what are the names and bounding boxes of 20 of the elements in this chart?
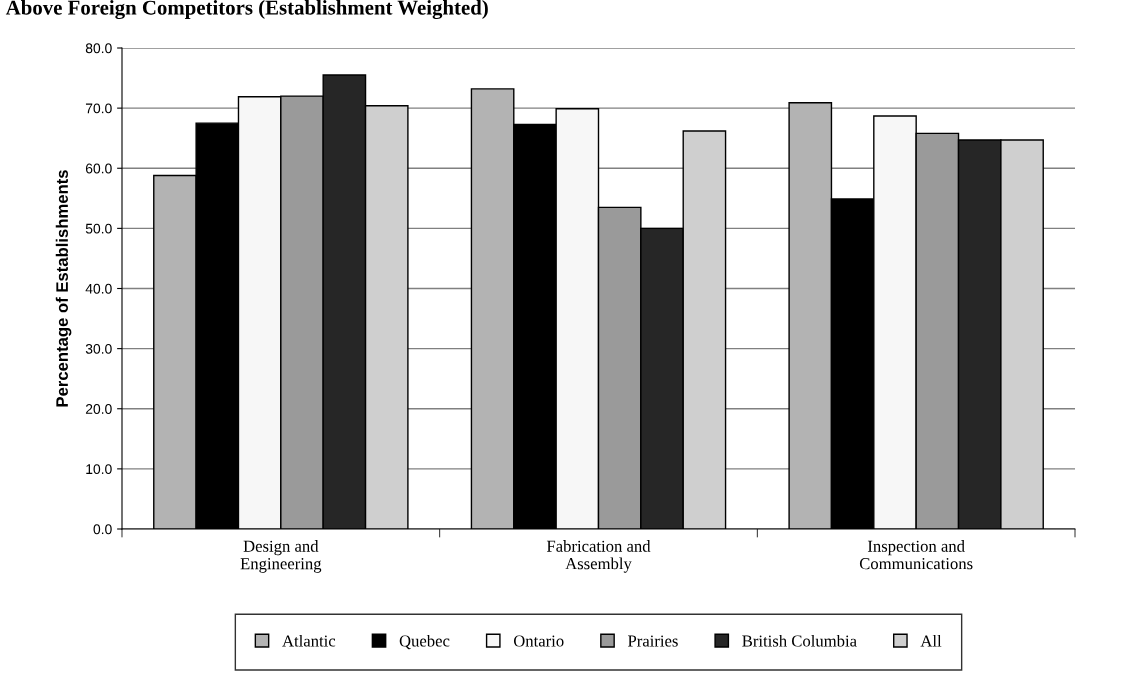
y-tick-label: 60.0 <box>85 163 112 174</box>
y-tick-label: 40.0 <box>85 283 112 294</box>
y-axis-title: Percentage of Establishments <box>55 170 72 407</box>
legend-label: All <box>920 634 942 647</box>
y-tick-label: 20.0 <box>85 404 112 414</box>
chart-title: Above Foreign Competitors (Establishment Weighted) <box>5 0 488 20</box>
y-tick-label: 80.0 <box>85 43 112 54</box>
x-tick-label: Inspection and Communications <box>859 540 973 570</box>
y-tick-label: 50.0 <box>85 223 112 234</box>
y-tick-label: 70.0 <box>85 103 112 114</box>
legend-label: Prairies <box>627 635 678 647</box>
legend-label: Ontario <box>513 635 564 647</box>
legend-label: Atlantic <box>282 634 336 647</box>
x-tick-label: Design and Engineering <box>240 540 322 573</box>
y-tick-label: 30.0 <box>85 343 112 354</box>
legend-label: British Columbia <box>742 634 857 647</box>
legend-label: Quebec <box>399 634 450 650</box>
y-tick-label: 10.0 <box>86 464 112 475</box>
x-tick-label: Fabrication and Assembly <box>546 540 651 573</box>
y-tick-label: 0.0 <box>93 524 112 535</box>
